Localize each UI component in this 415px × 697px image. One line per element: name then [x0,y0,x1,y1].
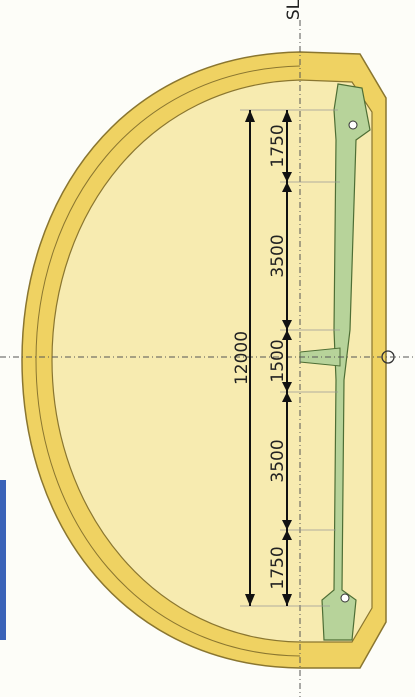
segment-dimension: 1750 [268,124,288,167]
fixture [341,594,349,602]
segment-dimension: 3500 [268,439,288,482]
tunnel-section: SL 12000 1750 3500 1500 3500 1750 [0,0,415,697]
segment-dimension: 1500 [268,339,288,382]
reference-label: SL [284,0,304,20]
fixture [349,121,357,129]
segment-dimension: 1750 [268,546,288,589]
segment-dimension: 3500 [268,234,288,277]
total-dimension: 12000 [232,331,252,385]
edge-strip [0,480,6,640]
